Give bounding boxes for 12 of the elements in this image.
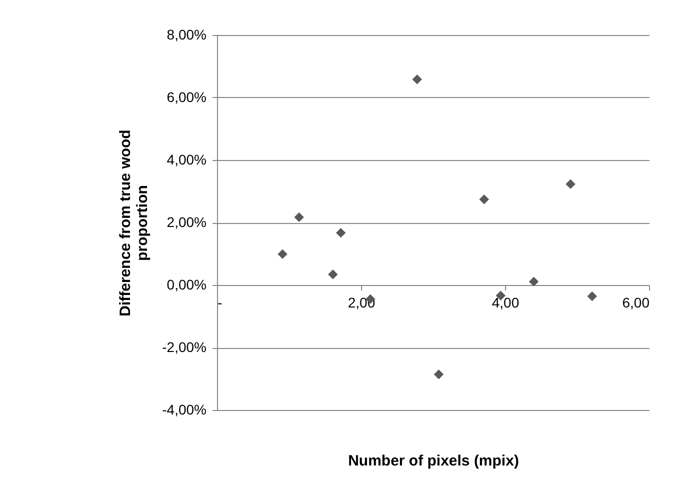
y-tick-label: -2,00% <box>162 339 206 355</box>
x-tick-label: - <box>218 294 222 310</box>
y-tick-label: 8,00% <box>166 26 206 42</box>
x-axis-title: Number of pixels (mpix) <box>348 452 519 470</box>
y-tick-label: 4,00% <box>166 152 206 168</box>
y-tick-label: 6,00% <box>166 89 206 105</box>
y-axis-title: Difference from true wood proportion <box>117 130 152 316</box>
x-tick-label: 6,00 <box>622 294 650 310</box>
y-tick-label: 0,00% <box>166 276 206 292</box>
y-tick-label: -4,00% <box>162 402 206 418</box>
y-tick-label: 2,00% <box>166 214 206 230</box>
x-tick-label: 4,00 <box>492 294 520 310</box>
